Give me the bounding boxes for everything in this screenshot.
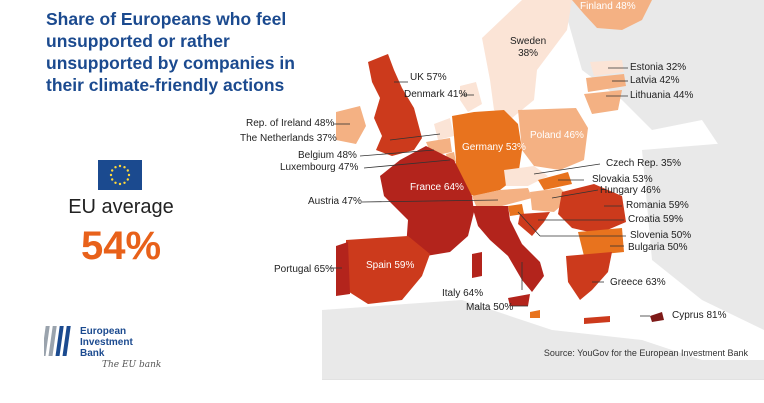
europe-map <box>322 0 764 380</box>
leader-line-belgium <box>359 149 435 157</box>
label-germany: Germany 53% <box>462 142 526 153</box>
country-slovakia <box>538 172 572 190</box>
label-uk: UK 57% <box>410 72 447 83</box>
label-slovakia: Slovakia 53% <box>592 174 653 185</box>
eib-logo-icon <box>44 326 71 356</box>
country-germany <box>452 110 522 196</box>
label-hungary: Hungary 46% <box>600 185 661 196</box>
leader-line-austria <box>361 199 499 203</box>
country-uk <box>368 54 422 156</box>
leader-line-netherlands <box>389 133 441 141</box>
label-romania: Romania 59% <box>626 200 689 211</box>
country-lithuania <box>584 90 622 114</box>
country-poland <box>518 108 588 170</box>
source-note: Source: YouGov for the European Investme… <box>543 348 748 358</box>
eu-flag-icon <box>98 160 142 190</box>
title-line-1: Share of Europeans who feel <box>46 9 287 29</box>
logo-line-2: Investment <box>80 337 133 348</box>
country-czech <box>504 166 548 186</box>
leader-line-slovenia <box>517 211 541 237</box>
country-spain <box>346 236 430 304</box>
leader-line-luxembourg <box>363 159 451 169</box>
country-portugal <box>336 242 350 296</box>
label-poland: Poland 46% <box>530 130 584 141</box>
country-slovenia <box>508 204 524 216</box>
label-sweden: Sweden 38% <box>510 36 546 60</box>
label-italy: Italy 64% <box>442 288 484 299</box>
country-greece <box>566 252 612 300</box>
eib-logo-text: European Investment Bank <box>80 326 133 359</box>
title-line-2: unsupported or rather <box>46 31 230 51</box>
country-croatia <box>518 212 550 236</box>
label-latvia: Latvia 42% <box>630 75 680 86</box>
country-finland <box>572 0 652 30</box>
label-sweden-value: 38% <box>518 48 539 59</box>
label-france: France 64% <box>410 182 464 193</box>
chart-title: Share of Europeans who feel unsupported … <box>46 8 316 96</box>
label-estonia: Estonia 32% <box>630 62 687 73</box>
country-italy <box>472 206 544 292</box>
leader-line-hungary <box>551 189 599 199</box>
label-malta: Malta 50% <box>466 302 514 313</box>
label-luxembourg: Luxembourg 47% <box>280 162 359 173</box>
country-austria <box>472 188 532 206</box>
label-cyprus: Cyprus 81% <box>672 310 727 321</box>
eu-average-label: EU average <box>68 196 174 218</box>
label-austria: Austria 47% <box>308 196 362 207</box>
logo-signature: The EU bank <box>102 360 162 370</box>
title-line-4: their climate-friendly actions <box>46 75 285 95</box>
leader-line-czech <box>533 163 601 175</box>
country-sardinia <box>472 252 482 278</box>
country-latvia <box>586 74 626 92</box>
country-bulgaria <box>578 228 624 256</box>
logo-line-1: European <box>80 326 127 337</box>
title-line-3: unsupported by companies in <box>46 53 295 73</box>
label-greece: Greece 63% <box>610 277 666 288</box>
bottom-divider <box>322 379 764 380</box>
label-czech: Czech Rep. 35% <box>606 158 682 169</box>
label-croatia: Croatia 59% <box>628 214 684 225</box>
country-ireland <box>336 106 366 144</box>
label-spain: Spain 59% <box>366 260 415 271</box>
label-bulgaria: Bulgaria 50% <box>628 242 688 253</box>
background-land-north <box>562 0 764 150</box>
country-malta <box>530 310 540 318</box>
label-ireland: Rep. of Ireland 48% <box>246 118 335 129</box>
background-land-east <box>642 140 764 330</box>
country-sweden <box>482 0 572 118</box>
label-finland: Finland 48% <box>580 1 636 12</box>
country-sicily <box>508 294 530 306</box>
background-land-south <box>322 300 764 380</box>
label-portugal: Portugal 65% <box>274 264 335 275</box>
eu-average-value: 54% <box>80 224 162 268</box>
country-denmark <box>460 82 482 112</box>
country-netherlands <box>434 118 454 140</box>
country-crete <box>584 316 610 324</box>
label-netherlands: The Netherlands 37% <box>240 133 337 144</box>
country-romania <box>558 184 626 234</box>
country-estonia <box>590 60 624 76</box>
label-sweden-name: Sweden <box>510 36 547 47</box>
country-cyprus <box>650 312 664 322</box>
logo-line-3: Bank <box>80 348 105 359</box>
label-slovenia: Slovenia 50% <box>630 230 692 241</box>
label-belgium: Belgium 48% <box>298 150 357 161</box>
label-lithuania: Lithuania 44% <box>630 90 694 101</box>
label-denmark: Denmark 41% <box>404 89 468 100</box>
